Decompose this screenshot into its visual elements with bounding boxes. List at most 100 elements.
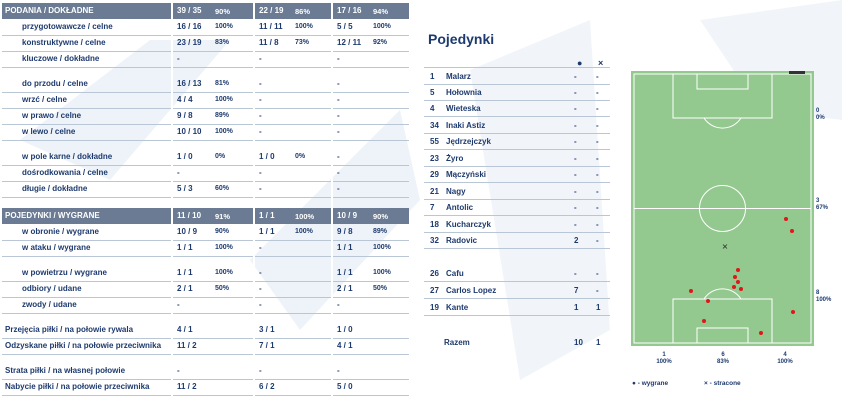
cell-c2: - bbox=[259, 300, 262, 309]
cell-c1: 16 / 13 bbox=[177, 79, 202, 88]
won-duel-dot bbox=[733, 275, 737, 279]
column-divider bbox=[171, 0, 173, 407]
cell-c3: 5 / 5 bbox=[337, 22, 353, 31]
cell-c1: 11 / 10 bbox=[177, 211, 202, 220]
cell-c1: 39 / 35 bbox=[177, 6, 202, 15]
player-lost: - bbox=[596, 236, 599, 245]
player-row: 4 Wieteska - - bbox=[424, 101, 610, 117]
won-duel-dot bbox=[706, 299, 710, 303]
row-label: w lewo / celne bbox=[22, 127, 76, 136]
cell-c2: - bbox=[259, 54, 262, 63]
cell-p3: 94% bbox=[373, 7, 389, 16]
won-duel-dot bbox=[736, 280, 740, 284]
passing-row: do przodu / celne 16 / 13 - - 81% bbox=[2, 76, 409, 92]
bottom-goal-area bbox=[696, 327, 749, 344]
won-duel-dot bbox=[790, 229, 794, 233]
player-divider bbox=[424, 182, 610, 183]
side-zone-count: 3 bbox=[816, 198, 820, 204]
cell-c2: - bbox=[259, 243, 262, 252]
row-divider bbox=[2, 297, 409, 298]
row-label: w obronie / wygrane bbox=[22, 227, 99, 236]
row-label: w powietrzu / wygrane bbox=[22, 268, 107, 277]
cell-c2: - bbox=[259, 127, 262, 136]
player-number: 7 bbox=[430, 203, 435, 212]
cell-p1: 90% bbox=[215, 7, 231, 16]
cell-c3: - bbox=[337, 54, 340, 63]
cell-c1: - bbox=[177, 54, 180, 63]
cell-p3: 100% bbox=[373, 23, 391, 30]
legend-lost: × - stracone bbox=[704, 380, 741, 387]
row-divider bbox=[2, 181, 409, 182]
player-lost: - bbox=[596, 72, 599, 81]
side-zone-pct: 0% bbox=[816, 115, 825, 121]
cell-c1: 5 / 3 bbox=[177, 184, 193, 193]
player-number: 23 bbox=[430, 154, 439, 163]
passing-row: długie / dokładne 5 / 3 - - 60% bbox=[2, 181, 409, 197]
legend-won: ● - wygrane bbox=[632, 380, 668, 387]
player-name: Mączyński bbox=[446, 170, 487, 179]
player-won: 1 bbox=[574, 303, 579, 312]
other-row: Strata piłki / na własnej połowie - - - bbox=[2, 363, 409, 379]
cell-c1: 1 / 0 bbox=[177, 152, 193, 161]
player-won: - bbox=[574, 154, 577, 163]
cell-c2: 11 / 11 bbox=[259, 22, 283, 31]
won-duel-dot bbox=[736, 268, 740, 272]
lost-column-icon: × bbox=[598, 58, 604, 68]
player-row: 29 Mączyński - - bbox=[424, 167, 610, 183]
bottom-zone-pct: 83% bbox=[716, 359, 729, 365]
top-goal-area bbox=[696, 73, 749, 90]
lost-duel-mark: × bbox=[722, 242, 729, 251]
cell-c3: - bbox=[337, 300, 340, 309]
bottom-penalty-arc bbox=[703, 288, 742, 300]
cell-c2: 22 / 19 bbox=[259, 6, 284, 15]
passing-row: w lewo / celne 10 / 10 - - 100% bbox=[2, 124, 409, 140]
row-divider bbox=[2, 67, 409, 68]
side-zone-pct: 67% bbox=[816, 205, 829, 211]
row-label: Odzyskane piłki / na połowie przeciwnika bbox=[5, 341, 162, 350]
won-duel-dot bbox=[702, 319, 706, 323]
player-divider bbox=[424, 232, 610, 233]
player-name: Inaki Astiz bbox=[446, 121, 486, 130]
player-row: 7 Antolic - - bbox=[424, 200, 610, 216]
player-name: Hołownia bbox=[446, 88, 482, 97]
player-name: Żyro bbox=[446, 154, 464, 163]
side-zone-stat: 0 0% bbox=[816, 108, 825, 122]
cell-c3: - bbox=[337, 79, 340, 88]
cell-c3: 9 / 8 bbox=[337, 227, 353, 236]
player-lost: - bbox=[596, 88, 599, 97]
row-label: Strata piłki / na własnej połowie bbox=[5, 366, 126, 375]
player-row: 21 Nagy - - bbox=[424, 184, 610, 200]
player-lost: - bbox=[596, 286, 599, 295]
cell-p1: 100% bbox=[215, 96, 233, 103]
side-zone-stat: 3 67% bbox=[816, 198, 828, 212]
player-number: 26 bbox=[430, 269, 439, 278]
row-divider bbox=[2, 281, 409, 282]
top-penalty-arc bbox=[703, 117, 742, 129]
player-row: 32 Radovic 2 - bbox=[424, 233, 610, 249]
player-divider bbox=[424, 133, 610, 134]
cell-c2: - bbox=[259, 168, 262, 177]
row-label: dośrodkowania / celne bbox=[22, 168, 108, 177]
cell-c2: 1 / 1 bbox=[259, 227, 275, 236]
cell-p1: 83% bbox=[215, 39, 230, 46]
player-number: 32 bbox=[430, 236, 439, 245]
cell-c3: - bbox=[337, 152, 340, 161]
row-label: kluczowe / dokładne bbox=[22, 54, 100, 63]
lost-legend-icon: × bbox=[704, 380, 708, 387]
player-lost: - bbox=[596, 170, 599, 179]
bottom-zone-count: 4 bbox=[783, 352, 787, 358]
passing-row: dośrodkowania / celne - - - bbox=[2, 165, 409, 181]
player-number: 21 bbox=[430, 187, 439, 196]
player-name: Jędrzejczyk bbox=[446, 137, 491, 146]
row-label: w pole karne / dokładne bbox=[22, 152, 113, 161]
cell-c1: 10 / 10 bbox=[177, 127, 202, 136]
top-goal bbox=[789, 71, 805, 74]
cell-p2: 100% bbox=[295, 212, 315, 221]
player-divider bbox=[424, 199, 610, 200]
cell-p1: 100% bbox=[215, 128, 233, 135]
column-divider bbox=[253, 0, 255, 407]
cell-c2: 3 / 1 bbox=[259, 325, 275, 334]
cell-c2: 7 / 1 bbox=[259, 341, 275, 350]
other-row: Przejęcia piłki / na połowie rywala 4 / 1… bbox=[2, 322, 409, 338]
cell-p3: 100% bbox=[373, 244, 391, 251]
